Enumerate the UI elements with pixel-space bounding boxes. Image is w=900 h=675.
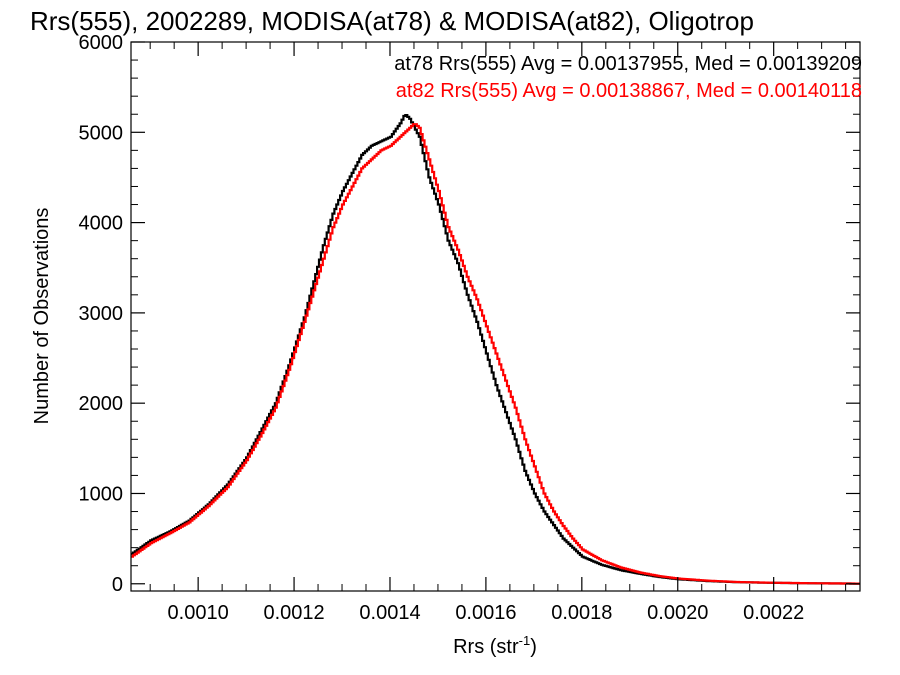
y-axis-label: Number of Observations <box>31 208 53 425</box>
x-tick-label-0.0018: 0.0018 <box>551 602 612 624</box>
x-tick-label-0.0022: 0.0022 <box>743 602 804 624</box>
chart-title: Rrs(555), 2002289, MODISA(at78) & MODISA… <box>30 6 754 36</box>
x-axis-label-main: Rrs (str <box>453 636 519 658</box>
y-tick-label-4000: 4000 <box>79 213 124 235</box>
y-tick-label-1000: 1000 <box>79 483 124 505</box>
x-tick-label-0.0016: 0.0016 <box>455 602 516 624</box>
y-tick-label-6000: 6000 <box>79 32 124 54</box>
x-axis-label: Rrs (str-1) <box>453 633 537 658</box>
x-tick-label-0.0014: 0.0014 <box>359 602 420 624</box>
x-tick-label-0.0012: 0.0012 <box>263 602 324 624</box>
plot-frame <box>130 41 861 592</box>
plot-area <box>131 114 860 585</box>
legend-at78: at78 Rrs(555) Avg = 0.00137955, Med = 0.… <box>394 53 862 75</box>
x-tick-label-0.0020: 0.0020 <box>647 602 708 624</box>
x-tick-label-0.0010: 0.0010 <box>168 602 229 624</box>
y-tick-label-5000: 5000 <box>79 122 124 144</box>
y-tick-label-0: 0 <box>112 574 123 596</box>
x-axis-label-close: ) <box>530 636 537 658</box>
y-tick-label-2000: 2000 <box>79 393 124 415</box>
x-axis-label-sup: -1 <box>519 633 531 648</box>
y-tick-label-3000: 3000 <box>79 303 124 325</box>
series-at82-line <box>131 123 860 585</box>
legend-at82: at82 Rrs(555) Avg = 0.00138867, Med = 0.… <box>396 80 862 102</box>
axes: 0 1000 2000 3000 4000 5000 6000 0.0010 0.0012 0.0… <box>79 32 861 624</box>
